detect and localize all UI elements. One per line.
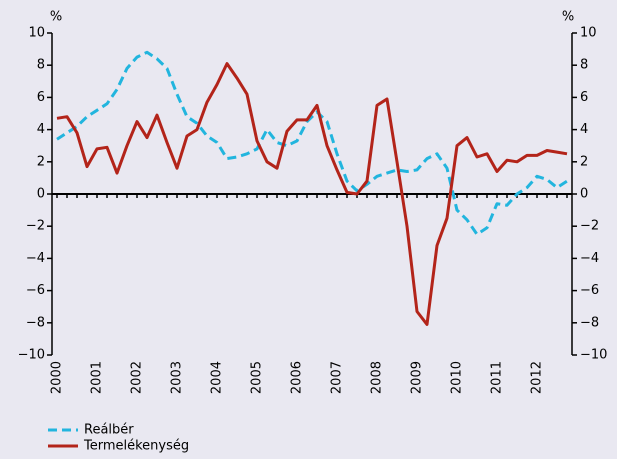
y2-tick-label: 8 [580, 58, 588, 73]
y2-tick-label: −2 [580, 219, 599, 234]
y2-tick-label: −4 [580, 251, 599, 266]
y2-unit: % [562, 10, 574, 25]
y-tick-label: −8 [26, 315, 45, 330]
y-tick-label: −2 [26, 219, 45, 234]
y2-tick-label: 10 [580, 26, 597, 41]
y-tick-label: 8 [37, 58, 45, 73]
y2-tick-label: 2 [580, 154, 588, 169]
y2-tick-label: −8 [580, 315, 599, 330]
x-tick-label: 2000 [50, 361, 65, 394]
x-tick-label: 2007 [330, 361, 345, 394]
y2-tick-label: 6 [580, 90, 588, 105]
y2-tick-label: −6 [580, 283, 599, 298]
x-tick-label: 2001 [90, 361, 105, 394]
x-tick-label: 2003 [170, 361, 185, 394]
y-tick-label: 0 [37, 187, 45, 202]
y2-tick-label: −10 [580, 348, 607, 363]
x-tick-label: 2012 [530, 361, 545, 394]
legend-label: Termelékenység [83, 439, 189, 454]
y-tick-label: 10 [28, 26, 45, 41]
y2-tick-label: 0 [580, 187, 588, 202]
y-tick-label: 2 [37, 154, 45, 169]
y-unit: % [50, 10, 62, 25]
legend-label: Reálbér [84, 423, 134, 438]
x-tick-label: 2005 [250, 361, 265, 394]
x-tick-label: 2011 [490, 361, 505, 394]
series-line [56, 62, 568, 326]
x-tick-label: 2009 [410, 361, 425, 394]
y-tick-label: −10 [18, 348, 45, 363]
y-tick-label: −4 [26, 251, 45, 266]
x-tick-label: 2008 [370, 361, 385, 394]
x-tick-label: 2004 [210, 361, 225, 394]
x-tick-label: 2010 [450, 361, 465, 394]
series-line [56, 50, 568, 236]
x-tick-label: 2002 [130, 361, 145, 394]
y2-tick-label: 4 [580, 122, 588, 137]
y-tick-label: 6 [37, 90, 45, 105]
x-tick-label: 2006 [290, 361, 305, 394]
y-tick-label: 4 [37, 122, 45, 137]
y-tick-label: −6 [26, 283, 45, 298]
